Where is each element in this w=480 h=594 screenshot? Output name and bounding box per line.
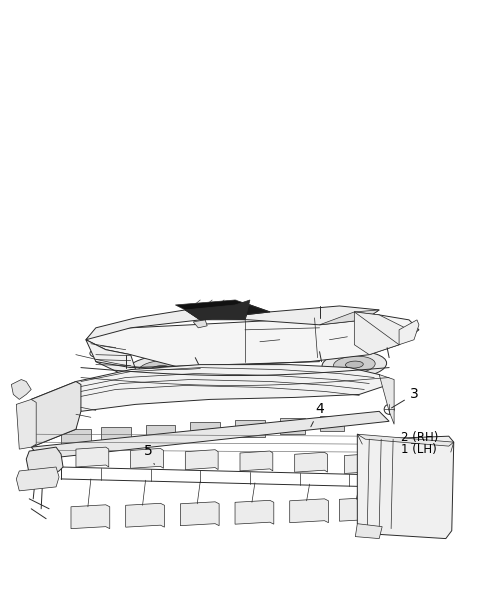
Polygon shape: [131, 448, 164, 468]
Polygon shape: [185, 450, 218, 470]
Polygon shape: [16, 467, 59, 491]
Circle shape: [35, 454, 51, 470]
Polygon shape: [31, 411, 389, 459]
Polygon shape: [295, 452, 327, 472]
Polygon shape: [355, 524, 382, 539]
Polygon shape: [339, 497, 378, 521]
Bar: [280, 418, 305, 434]
Polygon shape: [76, 447, 109, 467]
Polygon shape: [235, 500, 274, 524]
Ellipse shape: [90, 347, 112, 358]
Polygon shape: [357, 434, 454, 539]
Circle shape: [86, 453, 96, 463]
Ellipse shape: [126, 355, 195, 384]
Circle shape: [384, 405, 394, 415]
Polygon shape: [290, 499, 328, 523]
Circle shape: [250, 457, 260, 467]
Polygon shape: [357, 434, 454, 446]
Polygon shape: [240, 451, 273, 471]
Circle shape: [192, 510, 202, 520]
Circle shape: [141, 454, 151, 465]
Bar: [320, 416, 344, 431]
Polygon shape: [344, 454, 377, 473]
Circle shape: [354, 460, 364, 469]
Ellipse shape: [138, 361, 183, 379]
Circle shape: [305, 458, 314, 468]
Bar: [235, 421, 265, 437]
Circle shape: [351, 505, 361, 515]
Polygon shape: [185, 305, 270, 320]
Bar: [61, 429, 91, 447]
Text: 5: 5: [144, 444, 155, 465]
Polygon shape: [379, 375, 394, 424]
Bar: [101, 427, 131, 445]
Polygon shape: [76, 365, 389, 411]
Ellipse shape: [398, 466, 436, 506]
Polygon shape: [175, 300, 250, 310]
Polygon shape: [86, 315, 419, 368]
Polygon shape: [16, 399, 36, 449]
Polygon shape: [126, 503, 165, 527]
Polygon shape: [354, 312, 409, 355]
Polygon shape: [320, 310, 379, 325]
Ellipse shape: [334, 356, 375, 373]
Bar: [145, 425, 175, 443]
Ellipse shape: [322, 352, 386, 378]
Circle shape: [195, 456, 205, 466]
Circle shape: [301, 507, 312, 517]
Polygon shape: [31, 381, 81, 447]
Polygon shape: [200, 306, 379, 325]
Circle shape: [40, 459, 46, 465]
Text: 3: 3: [392, 387, 419, 408]
Polygon shape: [193, 320, 207, 328]
Polygon shape: [12, 380, 31, 399]
Polygon shape: [26, 447, 63, 477]
Text: 1 (LH): 1 (LH): [401, 443, 437, 456]
Polygon shape: [31, 381, 76, 447]
Bar: [190, 422, 220, 439]
Text: 4: 4: [311, 402, 324, 426]
Polygon shape: [86, 340, 136, 372]
Circle shape: [138, 511, 147, 521]
Polygon shape: [180, 502, 219, 526]
Text: 2 (RH): 2 (RH): [401, 431, 438, 444]
Ellipse shape: [151, 365, 170, 374]
Polygon shape: [71, 505, 110, 529]
Circle shape: [83, 513, 93, 523]
Ellipse shape: [346, 361, 363, 368]
Circle shape: [247, 508, 257, 518]
Polygon shape: [399, 320, 419, 345]
Polygon shape: [185, 300, 250, 320]
Polygon shape: [86, 305, 270, 340]
